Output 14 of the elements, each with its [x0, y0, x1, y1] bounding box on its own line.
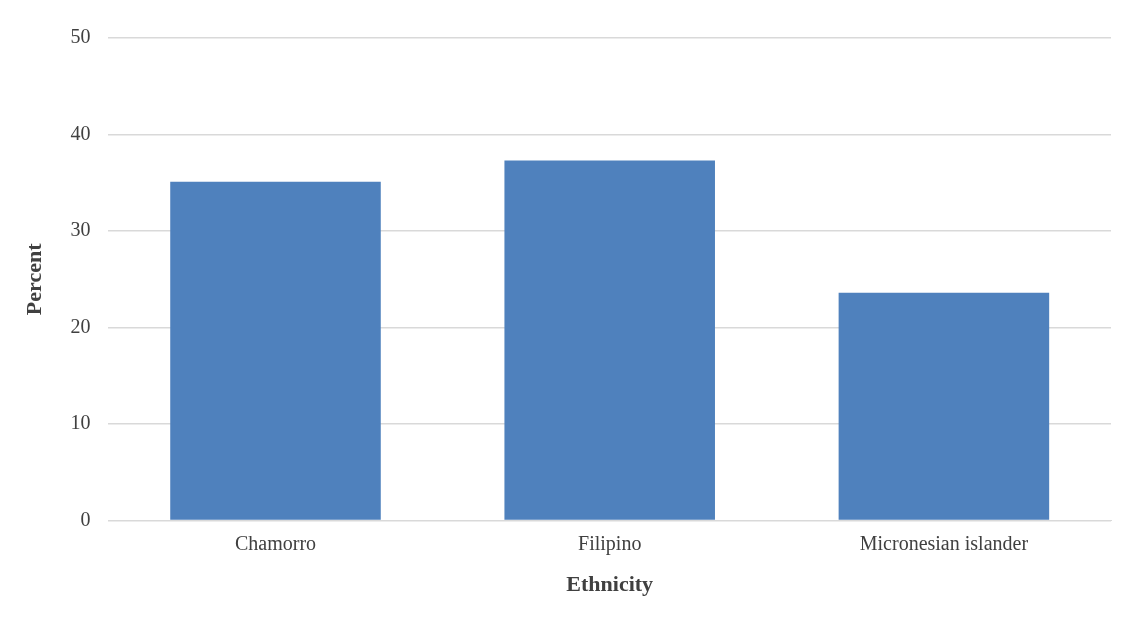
- bar: [170, 181, 381, 520]
- y-tick-label: 10: [70, 411, 91, 434]
- y-tick-label: 40: [70, 121, 91, 144]
- x-axis-title: Ethnicity: [566, 571, 654, 597]
- bar: [838, 292, 1050, 520]
- y-tick-label: 0: [80, 507, 91, 530]
- y-tick-label: 20: [70, 314, 91, 337]
- bar: [504, 160, 715, 520]
- y-axis-title: Percent: [20, 242, 46, 316]
- y-tick-label: 30: [70, 218, 91, 241]
- y-tick-label: 50: [70, 25, 91, 48]
- x-tick-label: Chamorro: [234, 531, 317, 554]
- x-tick-label: Filipino: [578, 531, 642, 555]
- x-tick-label: Micronesian islander: [859, 531, 1029, 554]
